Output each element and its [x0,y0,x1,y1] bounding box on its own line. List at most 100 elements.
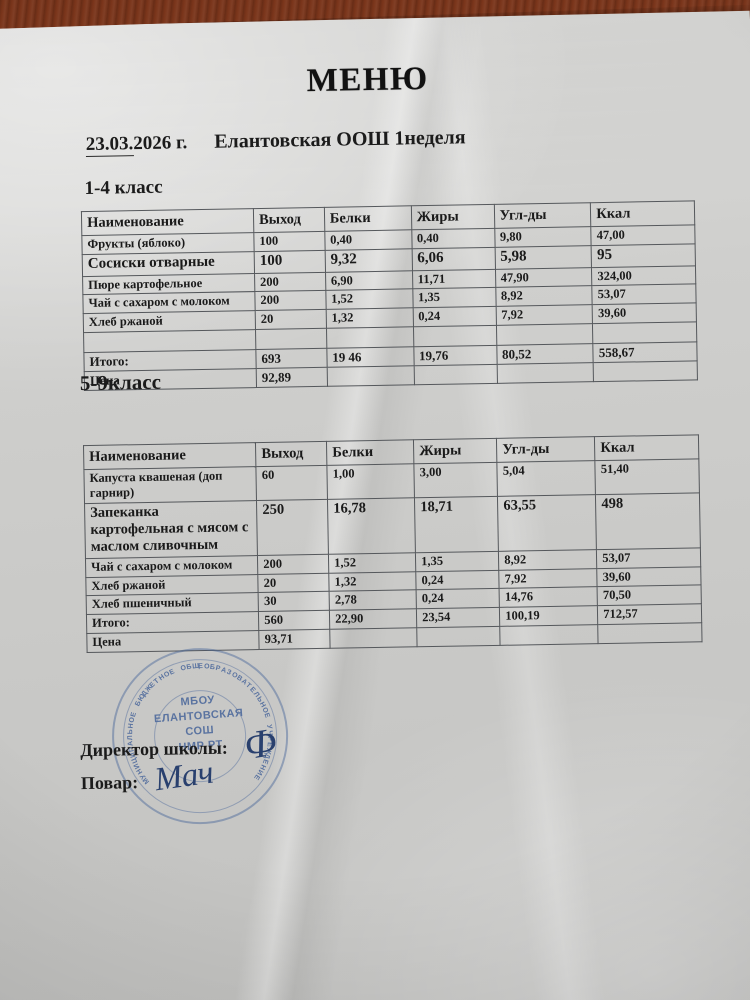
dish-carbs: 63,55 [497,494,597,552]
dish-carbs: 7,92 [495,304,593,326]
spacer-cell [326,326,414,349]
menu-table-grades-5-9: Наименование Выход Белки Жиры Угл-ды Кка… [83,434,703,653]
price-empty [496,362,594,384]
menu-table-grades-1-4: Наименование Выход Белки Жиры Угл-ды Кка… [81,200,698,392]
total-protein: 19 46 [326,346,414,368]
document-date: 23.03.2026 г. [85,132,188,157]
col-header-name: Наименование [81,208,254,236]
total-output: 693 [255,348,327,369]
document-subheader: 23.03.2026 г. Елантовская ООШ 1неделя [85,122,706,157]
spacer-cell [255,328,327,350]
dish-protein: 9,32 [324,248,413,272]
dish-kcal: 39,60 [592,302,697,324]
dish-kcal: 53,07 [592,284,697,305]
dish-fat: 11,71 [412,268,496,290]
total-protein: 22,90 [329,608,417,630]
price-value: 92,89 [256,367,328,389]
col-header-name: Наименование [83,442,257,470]
dish-fat: 1,35 [412,287,496,308]
col-header-protein: Белки [324,205,412,232]
dish-carbs: 9,80 [494,226,592,248]
dish-output: 60 [256,465,328,501]
dish-protein: 1,32 [328,571,417,592]
total-fat: 19,76 [413,345,497,366]
dish-kcal: 70,50 [597,585,702,606]
col-header-output: Выход [253,207,325,233]
dish-output: 200 [257,554,329,575]
dish-kcal: 47,00 [591,224,696,246]
col-header-carbs: Угл-ды [496,436,596,463]
col-header-fat: Жиры [410,204,495,230]
price-empty [413,364,498,386]
dish-kcal: 53,07 [596,547,701,569]
dish-output: 200 [254,271,326,292]
dish-protein: 1,32 [325,307,414,329]
price-empty [593,360,698,383]
price-empty [499,624,599,646]
dish-fat: 3,00 [414,462,498,498]
grade-group-1-4: 1-4 класс [84,176,163,200]
dish-output: 100 [253,231,325,252]
price-empty [416,626,501,647]
document-date-day-month: 23.03. [85,133,134,157]
dish-protein: 0,40 [324,229,412,251]
dish-fat: 0,24 [412,306,496,327]
dish-output: 30 [258,591,330,612]
dish-protein: 1,52 [328,552,416,574]
total-carbs: 80,52 [496,343,594,365]
col-header-fat: Жиры [413,438,498,464]
dish-carbs: 5,98 [494,245,592,269]
col-header-kcal: Ккал [590,200,695,227]
dish-protein: 16,78 [327,497,416,555]
dish-carbs: 14,76 [499,587,598,608]
dish-kcal: 498 [595,492,701,550]
document-date-year: 2026 г. [133,132,188,155]
dish-output: 20 [258,573,330,593]
total-carbs: 100,19 [499,605,598,627]
price-empty [326,365,415,387]
dish-name: Запеканка картофельная с мясом с маслом … [84,500,258,559]
dish-carbs: 8,92 [495,285,593,307]
dish-carbs: 8,92 [498,549,597,571]
dish-protein: 1,52 [325,289,413,310]
dish-protein: 2,78 [329,590,417,611]
dish-name: Сосиски отварные [82,251,255,277]
dish-fat: 1,35 [415,551,500,572]
price-empty [329,627,418,648]
col-header-kcal: Ккал [594,434,699,461]
total-kcal: 712,57 [597,604,702,625]
school-name: Елантовская ООШ 1неделя [214,126,466,153]
stamp-arc-char: Е [198,662,203,671]
col-header-protein: Белки [326,439,415,466]
dish-fat: 0,24 [416,588,500,609]
dish-fat: 0,24 [415,570,500,591]
dish-kcal: 39,60 [596,566,702,588]
col-header-carbs: Угл-ды [493,202,592,229]
spacer-cell [413,325,497,347]
dish-name: Капуста квашеная (доп гарнир) [83,466,257,504]
spacer-cell [495,323,594,346]
dish-output: 200 [254,290,326,311]
cook-signature-label: Повар: [80,772,139,794]
total-fat: 23,54 [416,607,500,628]
dish-carbs: 47,90 [495,267,593,288]
grade-group-5-9: 5-9класс [79,369,162,396]
dish-fat: 6,06 [411,247,496,271]
dish-kcal: 324,00 [591,265,696,286]
col-header-output: Выход [255,441,328,467]
spacer-cell [592,321,697,344]
total-output: 560 [258,610,330,631]
total-kcal: 558,67 [593,341,698,363]
dish-protein: 6,90 [325,270,413,291]
dish-fat: 0,40 [411,228,495,249]
dish-carbs: 7,92 [499,568,598,589]
dish-fat: 18,71 [414,495,499,553]
dish-protein: 1,00 [327,463,415,499]
dish-kcal: 51,40 [595,458,700,495]
page-title: МЕНЮ [306,61,429,100]
dish-carbs: 5,04 [497,460,596,496]
dish-output: 20 [255,309,327,330]
dish-output: 100 [254,250,326,274]
